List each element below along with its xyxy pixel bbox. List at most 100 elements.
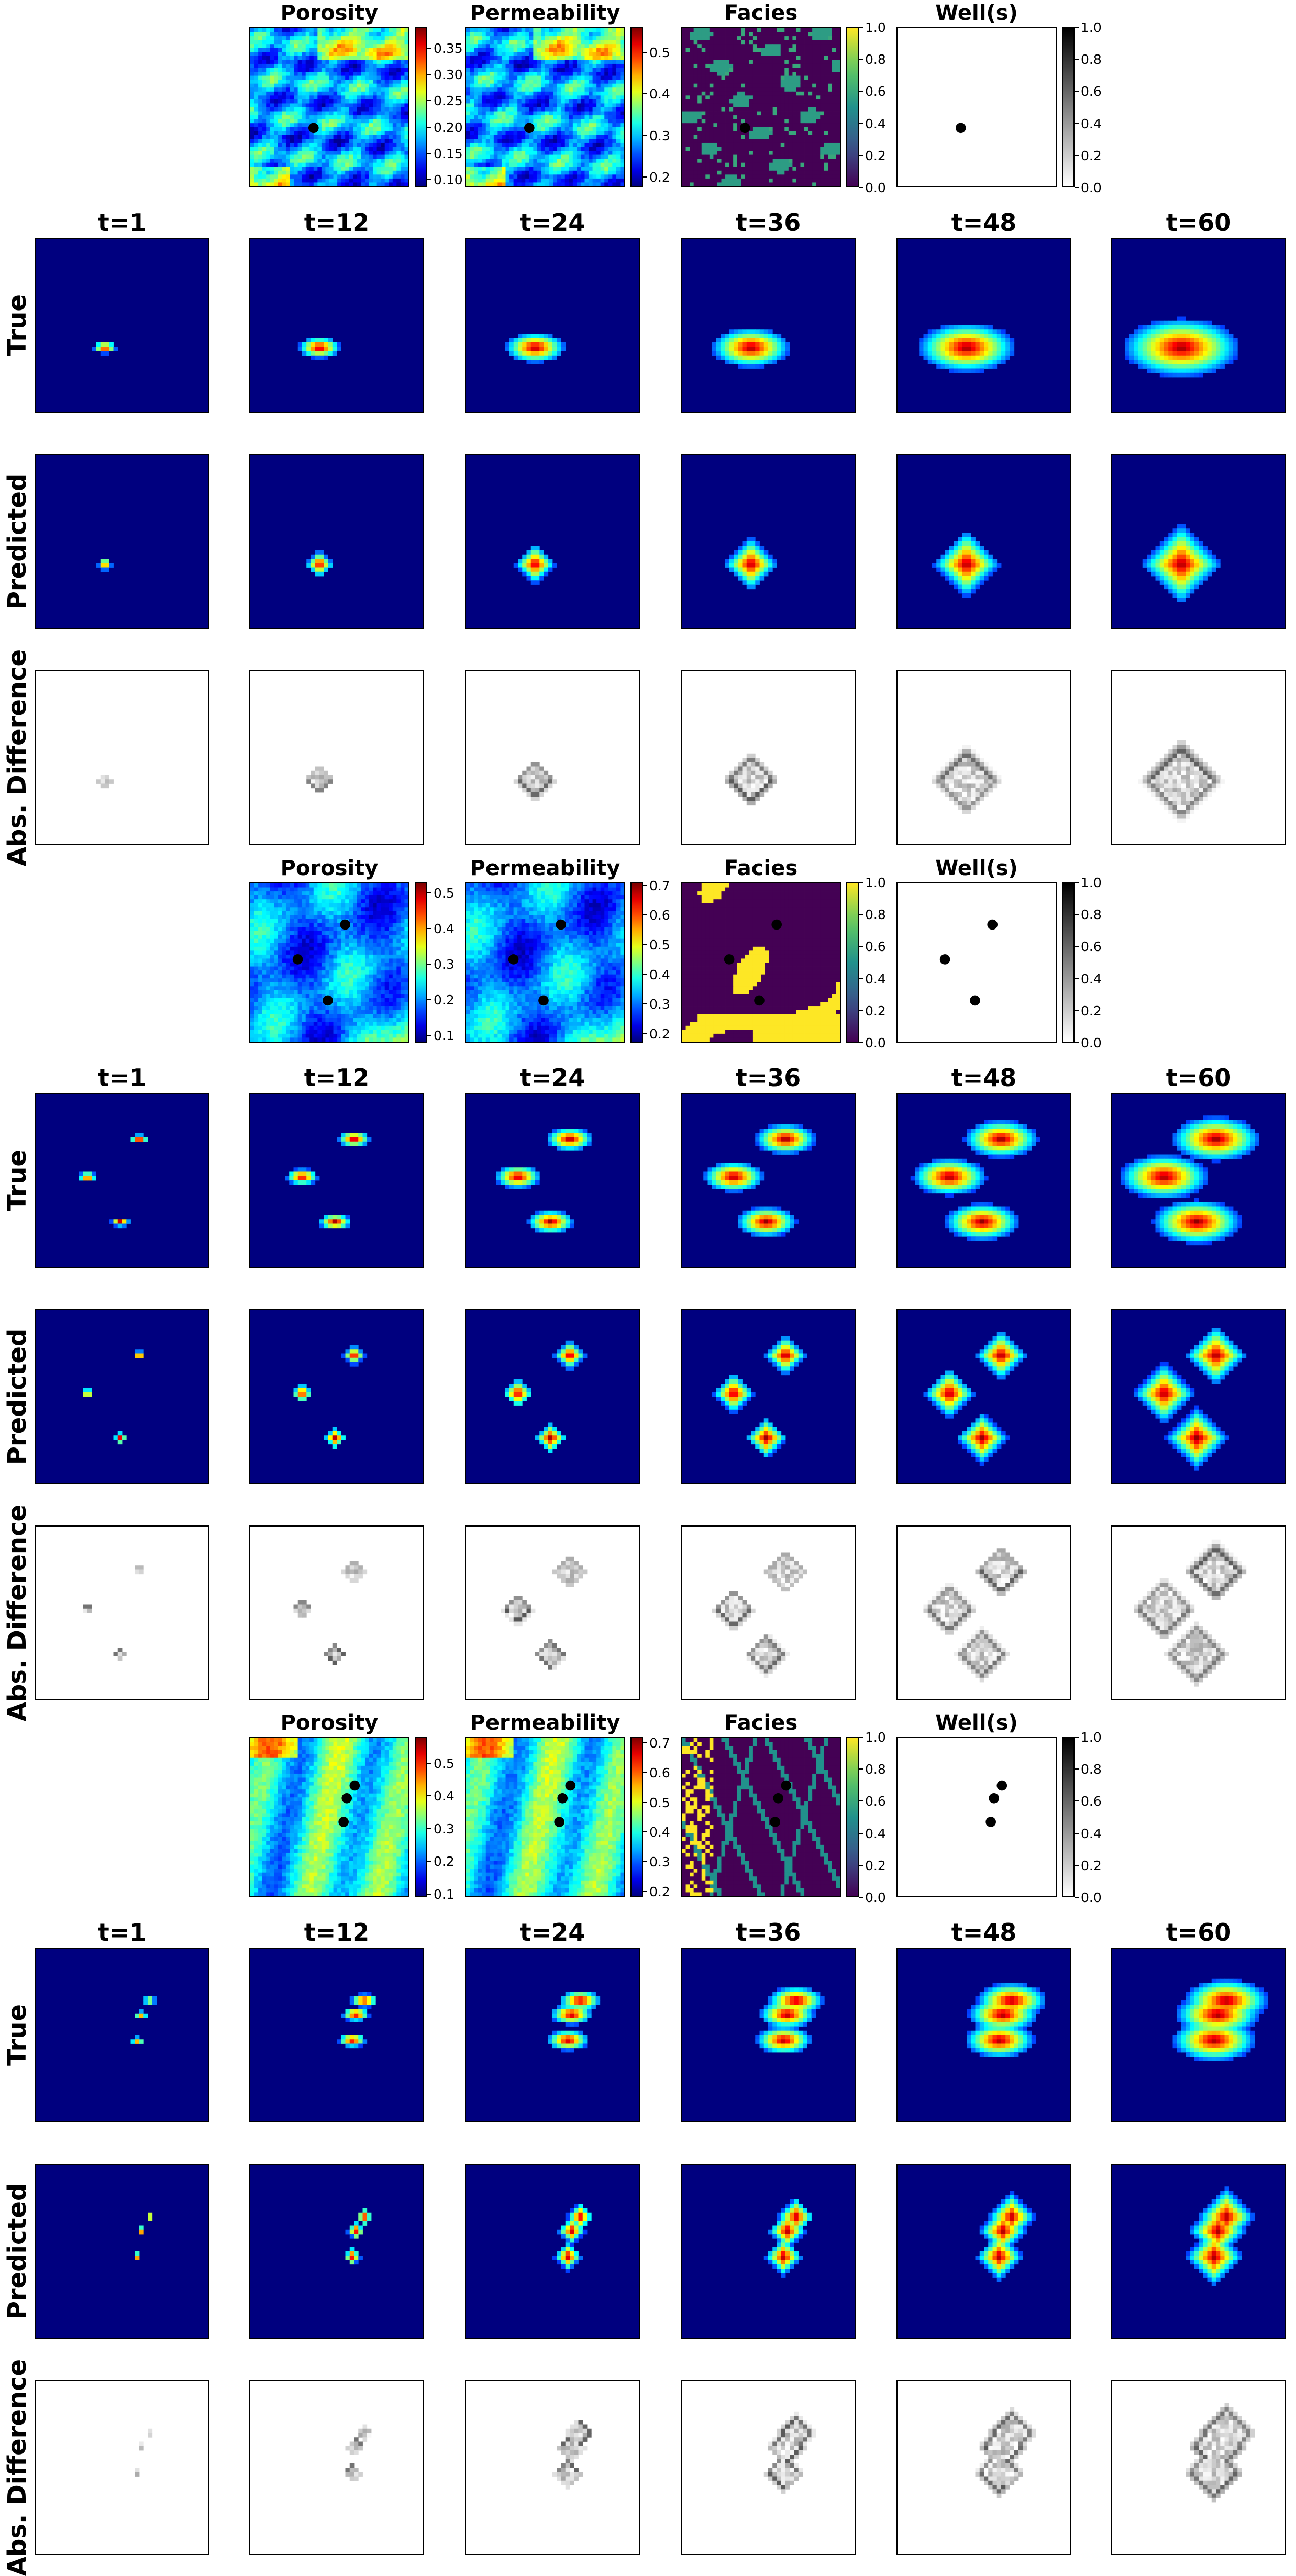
colorbar-tick-label: 0.4 <box>865 1827 886 1840</box>
well-marker <box>524 123 535 133</box>
saturation-map <box>681 1093 856 1268</box>
saturation-map <box>465 454 640 629</box>
saturation-map <box>465 670 640 845</box>
well-marker <box>956 123 966 133</box>
saturation-heatmap <box>898 2165 1070 2338</box>
colorbar-tick-label: 0.4 <box>1081 117 1102 130</box>
colorbar-tick-label: 0.25 <box>434 94 463 107</box>
colorbar-tick-mark <box>427 100 431 101</box>
colorbar-tick-mark <box>427 999 431 1000</box>
colorbar-tick-label: 0.3 <box>649 129 670 142</box>
time-title: t=36 <box>681 208 856 237</box>
colorbar-tick-label: 0.6 <box>1081 1795 1102 1808</box>
saturation-map <box>35 454 209 629</box>
colorbar-tick-mark <box>1075 1768 1079 1770</box>
colorbar-tick-mark <box>1075 882 1079 883</box>
colorbar-tick-mark <box>1075 1897 1079 1898</box>
time-title: t=48 <box>896 1064 1071 1092</box>
time-title: t=24 <box>465 1918 640 1947</box>
saturation-map <box>465 238 640 413</box>
row-label: True <box>3 2004 32 2066</box>
well-marker <box>508 954 519 965</box>
input-map-facies <box>681 882 841 1043</box>
saturation-map <box>249 1948 424 2122</box>
colorbar-tick-mark <box>859 1042 863 1043</box>
well-marker <box>771 920 782 930</box>
colorbar <box>1062 27 1075 187</box>
colorbar-tick-mark <box>859 1897 863 1898</box>
saturation-map <box>35 1525 209 1700</box>
colorbar-tick-mark <box>1075 1865 1079 1866</box>
input-map-permeability <box>465 1737 625 1897</box>
saturation-map <box>249 2164 424 2339</box>
saturation-map <box>35 670 209 845</box>
saturation-heatmap <box>250 1310 423 1483</box>
abs-difference-heatmap <box>466 671 639 844</box>
well-marker <box>323 996 333 1006</box>
colorbar-tick-label: 0.8 <box>1081 908 1102 921</box>
time-title: t=1 <box>35 1918 209 1947</box>
colorbar-tick-mark <box>859 1737 863 1738</box>
time-title: t=48 <box>896 208 1071 237</box>
input-title: Well(s) <box>896 1 1057 25</box>
abs-difference-heatmap <box>250 1527 423 1699</box>
saturation-heatmap <box>250 455 423 628</box>
colorbar-tick-label: 0.4 <box>865 972 886 986</box>
colorbar <box>630 882 643 1043</box>
time-title: t=12 <box>249 208 424 237</box>
saturation-heatmap <box>466 239 639 412</box>
saturation-map <box>249 2380 424 2555</box>
time-title: t=60 <box>1111 1918 1286 1947</box>
time-title: t=1 <box>35 1064 209 1092</box>
colorbar-tick-mark <box>859 27 863 28</box>
saturation-heatmap <box>682 1094 855 1267</box>
colorbar-tick-mark <box>643 1742 647 1743</box>
saturation-map <box>1111 2164 1286 2339</box>
colorbar-tick-label: 0.2 <box>649 1885 670 1898</box>
colorbar-tick-mark <box>643 944 647 945</box>
saturation-heatmap <box>898 1310 1070 1483</box>
colorbar-tick-mark <box>859 1800 863 1801</box>
colorbar <box>846 882 859 1043</box>
colorbar-tick-mark <box>427 179 431 180</box>
abs-difference-heatmap <box>898 2381 1070 2554</box>
saturation-map <box>681 1948 856 2122</box>
time-title: t=60 <box>1111 208 1286 237</box>
colorbar-tick-label: 0.6 <box>865 85 886 98</box>
saturation-map <box>1111 670 1286 845</box>
colorbar-tick-mark <box>643 1802 647 1803</box>
input-title: Porosity <box>249 1 409 25</box>
colorbar-tick-mark <box>427 127 431 128</box>
row-label: True <box>3 1149 32 1211</box>
saturation-heatmap <box>466 1310 639 1483</box>
colorbar-tick-label: 0.2 <box>1081 1004 1102 1018</box>
colorbar-tick-label: 0.3 <box>649 998 670 1011</box>
colorbar <box>630 1737 643 1897</box>
input-title: Facies <box>681 1 841 25</box>
saturation-heatmap <box>250 2165 423 2338</box>
well-marker <box>350 1781 360 1791</box>
colorbar-tick-label: 0.2 <box>434 993 455 1007</box>
colorbar-tick-mark <box>1075 155 1079 156</box>
colorbar-tick-label: 0.0 <box>1081 1036 1102 1049</box>
saturation-map <box>896 1948 1071 2122</box>
well-marker <box>773 1793 783 1804</box>
well-marker <box>940 954 950 965</box>
input-heatmap <box>466 28 624 186</box>
well-marker <box>538 996 549 1006</box>
colorbar-tick-mark <box>1075 187 1079 188</box>
colorbar-tick-mark <box>859 914 863 915</box>
colorbar-tick-mark <box>1075 123 1079 124</box>
colorbar-tick-label: 0.8 <box>1081 53 1102 66</box>
time-title: t=1 <box>35 208 209 237</box>
saturation-map <box>681 2380 856 2555</box>
colorbar-tick-mark <box>427 74 431 75</box>
saturation-heatmap <box>36 1310 208 1483</box>
input-map-wells <box>896 27 1057 187</box>
colorbar-tick-mark <box>859 59 863 60</box>
colorbar-tick-mark <box>643 52 647 53</box>
colorbar-tick-mark <box>1075 59 1079 60</box>
colorbar-tick-mark <box>427 1894 431 1895</box>
colorbar-tick-mark <box>1075 1042 1079 1043</box>
saturation-heatmap <box>682 239 855 412</box>
